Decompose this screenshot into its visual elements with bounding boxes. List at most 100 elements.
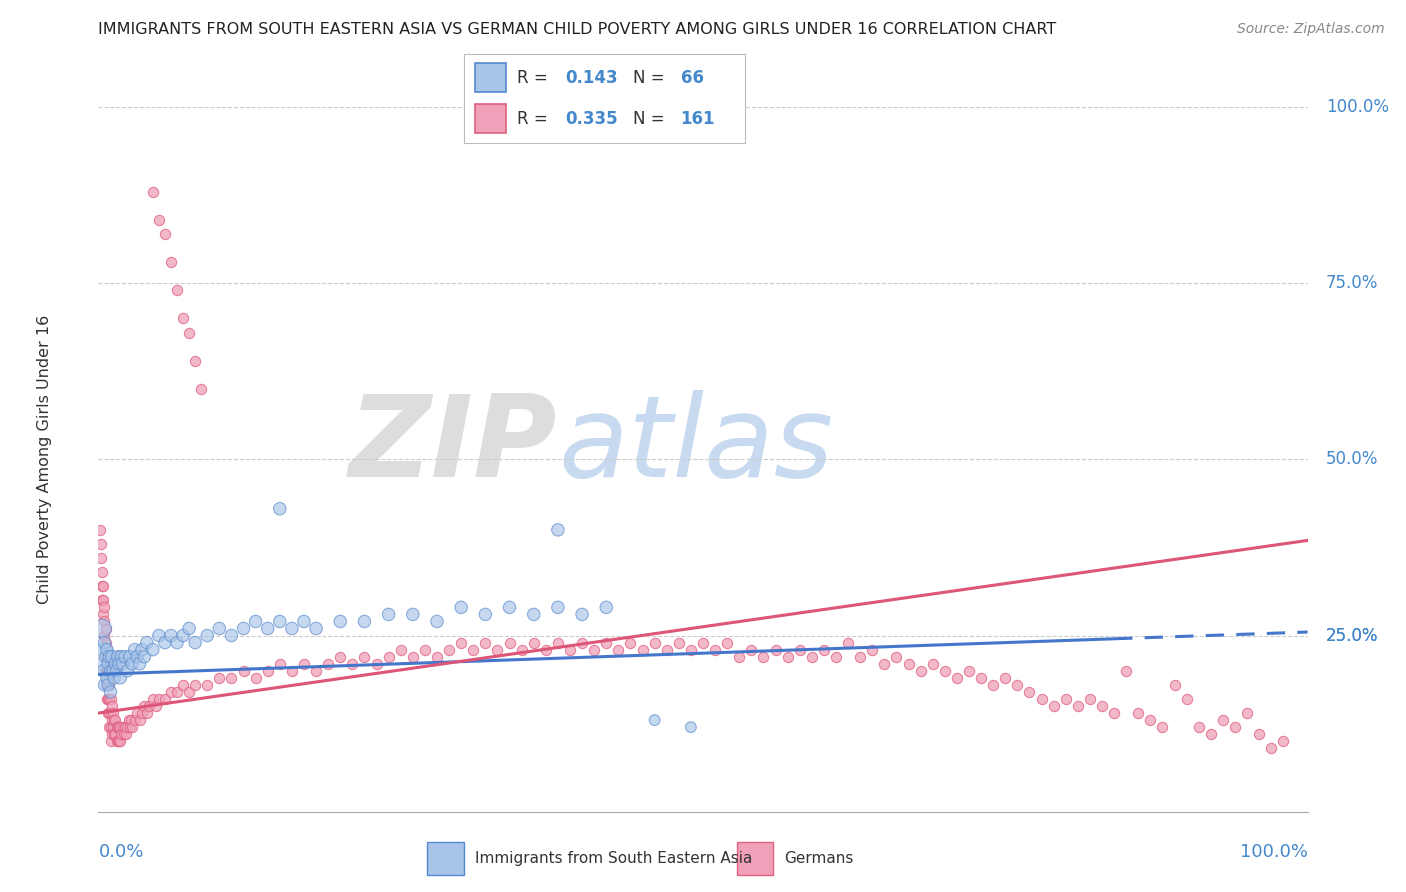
Point bbox=[96, 649, 118, 664]
Point bbox=[292, 615, 315, 629]
Point bbox=[148, 692, 170, 706]
Point bbox=[131, 706, 153, 720]
Point bbox=[970, 671, 993, 685]
Text: 100.0%: 100.0% bbox=[1326, 98, 1389, 116]
Point bbox=[153, 227, 176, 241]
Point bbox=[607, 642, 630, 657]
Point bbox=[107, 734, 129, 748]
Point bbox=[91, 579, 114, 593]
Point bbox=[93, 615, 115, 629]
Point bbox=[413, 642, 436, 657]
Point bbox=[1054, 692, 1077, 706]
Point bbox=[166, 635, 188, 649]
FancyBboxPatch shape bbox=[475, 104, 506, 133]
Point bbox=[195, 678, 218, 692]
Point bbox=[97, 678, 120, 692]
Point bbox=[98, 678, 121, 692]
Point bbox=[547, 523, 569, 537]
Text: N =: N = bbox=[633, 69, 664, 87]
Point bbox=[329, 649, 352, 664]
Point bbox=[994, 671, 1017, 685]
Point bbox=[115, 727, 138, 741]
Point bbox=[1223, 720, 1246, 734]
Point bbox=[89, 523, 111, 537]
Point bbox=[93, 600, 115, 615]
Point bbox=[134, 649, 156, 664]
Point bbox=[107, 649, 129, 664]
Point bbox=[1128, 706, 1150, 720]
Point bbox=[105, 720, 128, 734]
Point bbox=[402, 649, 425, 664]
Point bbox=[110, 727, 132, 741]
Point bbox=[96, 664, 118, 678]
Point bbox=[377, 649, 399, 664]
Point bbox=[1042, 699, 1064, 714]
Point bbox=[1078, 692, 1101, 706]
Point bbox=[134, 699, 156, 714]
Point bbox=[752, 649, 775, 664]
Point bbox=[114, 649, 136, 664]
Point bbox=[426, 649, 449, 664]
Point bbox=[117, 664, 139, 678]
Point bbox=[100, 727, 122, 741]
Text: R =: R = bbox=[517, 69, 548, 87]
Point bbox=[135, 635, 157, 649]
Point bbox=[245, 615, 267, 629]
Point bbox=[135, 706, 157, 720]
Point bbox=[644, 713, 666, 727]
Point bbox=[100, 664, 122, 678]
Point bbox=[96, 678, 118, 692]
Point bbox=[619, 635, 641, 649]
Point bbox=[292, 657, 315, 671]
Point bbox=[269, 501, 291, 516]
Point bbox=[498, 600, 520, 615]
Point bbox=[131, 642, 153, 657]
Point bbox=[121, 657, 143, 671]
Point bbox=[957, 664, 980, 678]
Point bbox=[124, 713, 146, 727]
Point bbox=[172, 678, 194, 692]
Point bbox=[631, 642, 654, 657]
Point bbox=[94, 649, 117, 664]
Point bbox=[145, 699, 167, 714]
Point bbox=[91, 565, 114, 579]
Point bbox=[184, 353, 207, 368]
Point bbox=[921, 657, 943, 671]
Point bbox=[118, 720, 141, 734]
Point bbox=[114, 720, 136, 734]
Text: Germans: Germans bbox=[785, 851, 853, 866]
Point bbox=[1175, 692, 1198, 706]
Point bbox=[377, 607, 399, 622]
Point bbox=[91, 579, 114, 593]
Point bbox=[103, 713, 125, 727]
Point bbox=[281, 622, 304, 636]
Point bbox=[142, 185, 165, 199]
Point bbox=[1188, 720, 1211, 734]
Point bbox=[90, 649, 112, 664]
Point bbox=[897, 657, 920, 671]
Point bbox=[94, 649, 117, 664]
Point bbox=[104, 713, 127, 727]
Point bbox=[1018, 685, 1040, 699]
Point bbox=[1272, 734, 1295, 748]
Point bbox=[1249, 727, 1271, 741]
Point bbox=[97, 678, 120, 692]
Point bbox=[172, 311, 194, 326]
Text: Immigrants from South Eastern Asia: Immigrants from South Eastern Asia bbox=[475, 851, 752, 866]
Point bbox=[166, 283, 188, 297]
Point bbox=[97, 657, 120, 671]
Point bbox=[1212, 713, 1234, 727]
Point bbox=[121, 720, 143, 734]
Point bbox=[716, 635, 738, 649]
Point bbox=[96, 692, 118, 706]
Text: 50.0%: 50.0% bbox=[1326, 450, 1378, 468]
Point bbox=[138, 699, 160, 714]
Point bbox=[426, 615, 449, 629]
Text: R =: R = bbox=[517, 110, 548, 128]
Point bbox=[1260, 741, 1282, 756]
Point bbox=[910, 664, 932, 678]
Point bbox=[153, 692, 176, 706]
Point bbox=[728, 649, 751, 664]
Point bbox=[94, 635, 117, 649]
Point bbox=[98, 720, 121, 734]
